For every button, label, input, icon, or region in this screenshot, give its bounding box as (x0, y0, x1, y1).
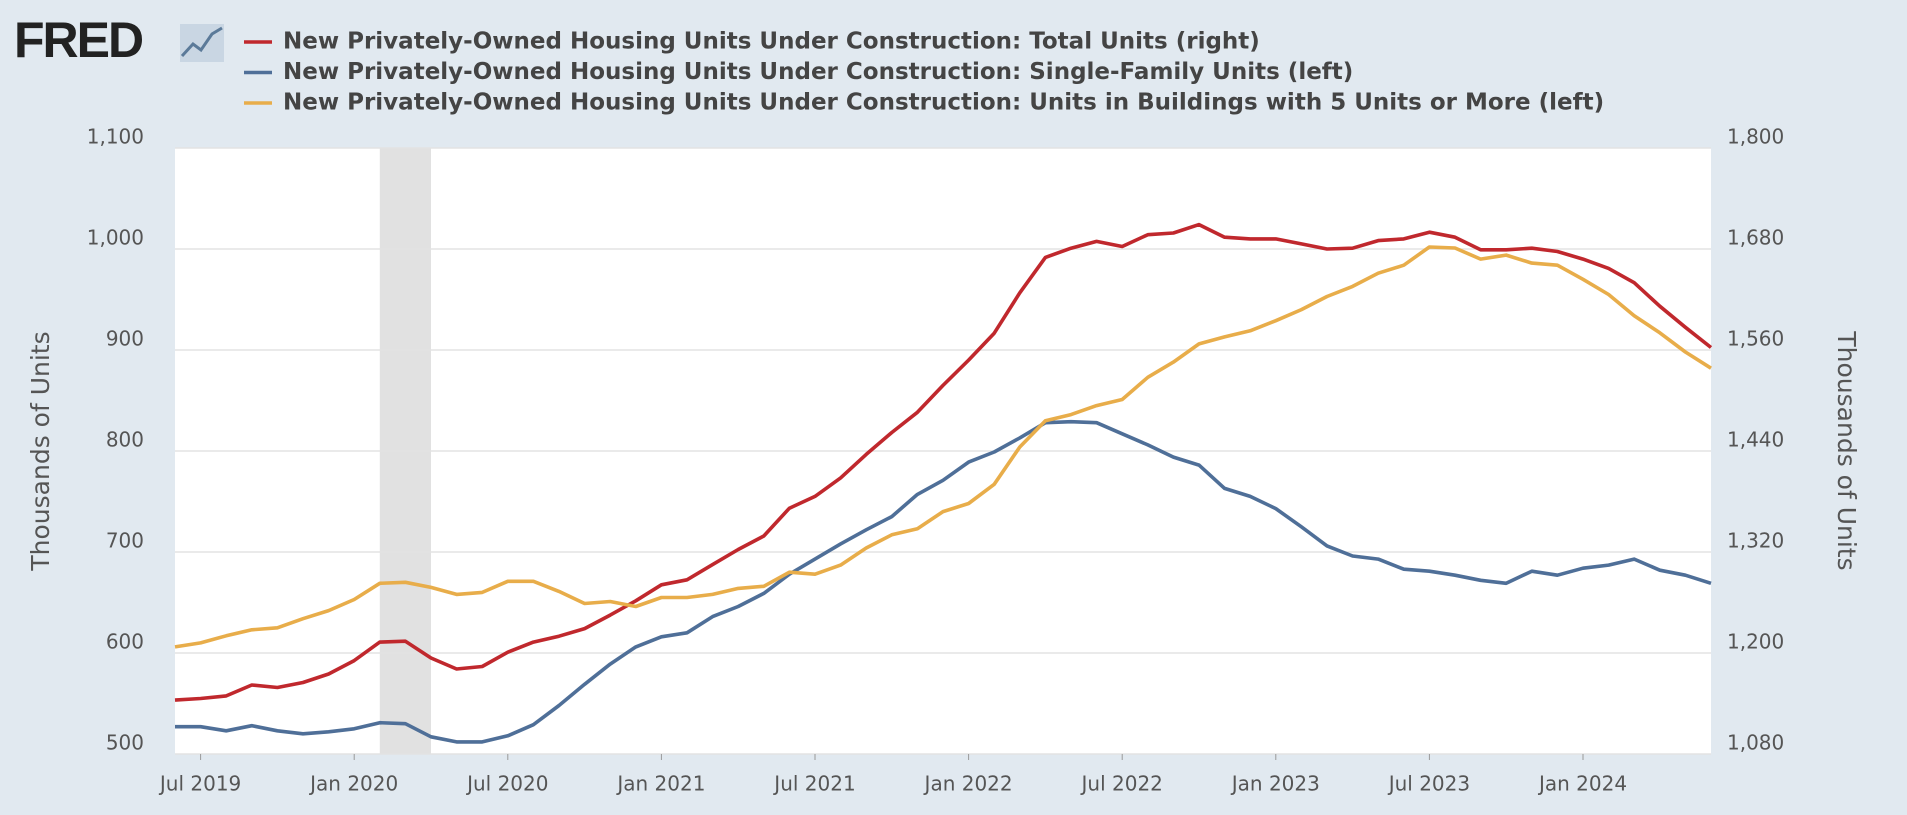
x-tick-label: Jul 2020 (465, 772, 548, 796)
y2-tick-label: 1,200 (1727, 630, 1784, 654)
y-tick-label: 600 (106, 630, 144, 654)
y-tick-label: 1,000 (87, 226, 144, 250)
y-axis-title: Thousands of Units (26, 331, 55, 571)
y2-tick-label: 1,320 (1727, 529, 1784, 553)
legend-label: New Privately-Owned Housing Units Under … (283, 59, 1353, 85)
y2-tick-label: 1,440 (1727, 428, 1784, 452)
legend-label: New Privately-Owned Housing Units Under … (283, 90, 1604, 116)
x-tick-label: Jul 2021 (772, 772, 855, 796)
series-line (175, 419, 1712, 744)
logo: FRED (14, 12, 224, 68)
x-tick-label: Jan 2024 (1537, 772, 1627, 796)
y2-tick-label: 1,560 (1727, 327, 1784, 351)
logo-icon-line (180, 26, 223, 58)
y2-tick-label: 1,080 (1727, 731, 1784, 755)
y-tick-label: 800 (106, 428, 144, 452)
series-line (174, 245, 1712, 649)
y2-axis-title: Thousands of Units (1832, 330, 1861, 570)
x-tick-label: Jan 2023 (1230, 772, 1320, 796)
x-tick-label: Jul 2022 (1080, 772, 1163, 796)
y-tick-label: 900 (106, 327, 144, 351)
y-tick-label: 1,100 (87, 125, 144, 149)
y2-tick-label: 1,800 (1727, 125, 1784, 149)
legend-label: New Privately-Owned Housing Units Under … (283, 29, 1260, 55)
x-tick-label: Jan 2020 (308, 772, 398, 796)
x-tick-label: Jan 2022 (923, 772, 1013, 796)
y-tick-label: 700 (106, 529, 144, 553)
x-tick-label: Jul 2019 (158, 772, 241, 796)
y2-tick-label: 1,680 (1727, 226, 1784, 250)
x-tick-label: Jul 2023 (1387, 772, 1470, 796)
x-tick-label: Jan 2021 (615, 772, 705, 796)
y-tick-label: 500 (106, 731, 144, 755)
logo-text: FRED (14, 12, 143, 68)
series-line (174, 222, 1713, 702)
